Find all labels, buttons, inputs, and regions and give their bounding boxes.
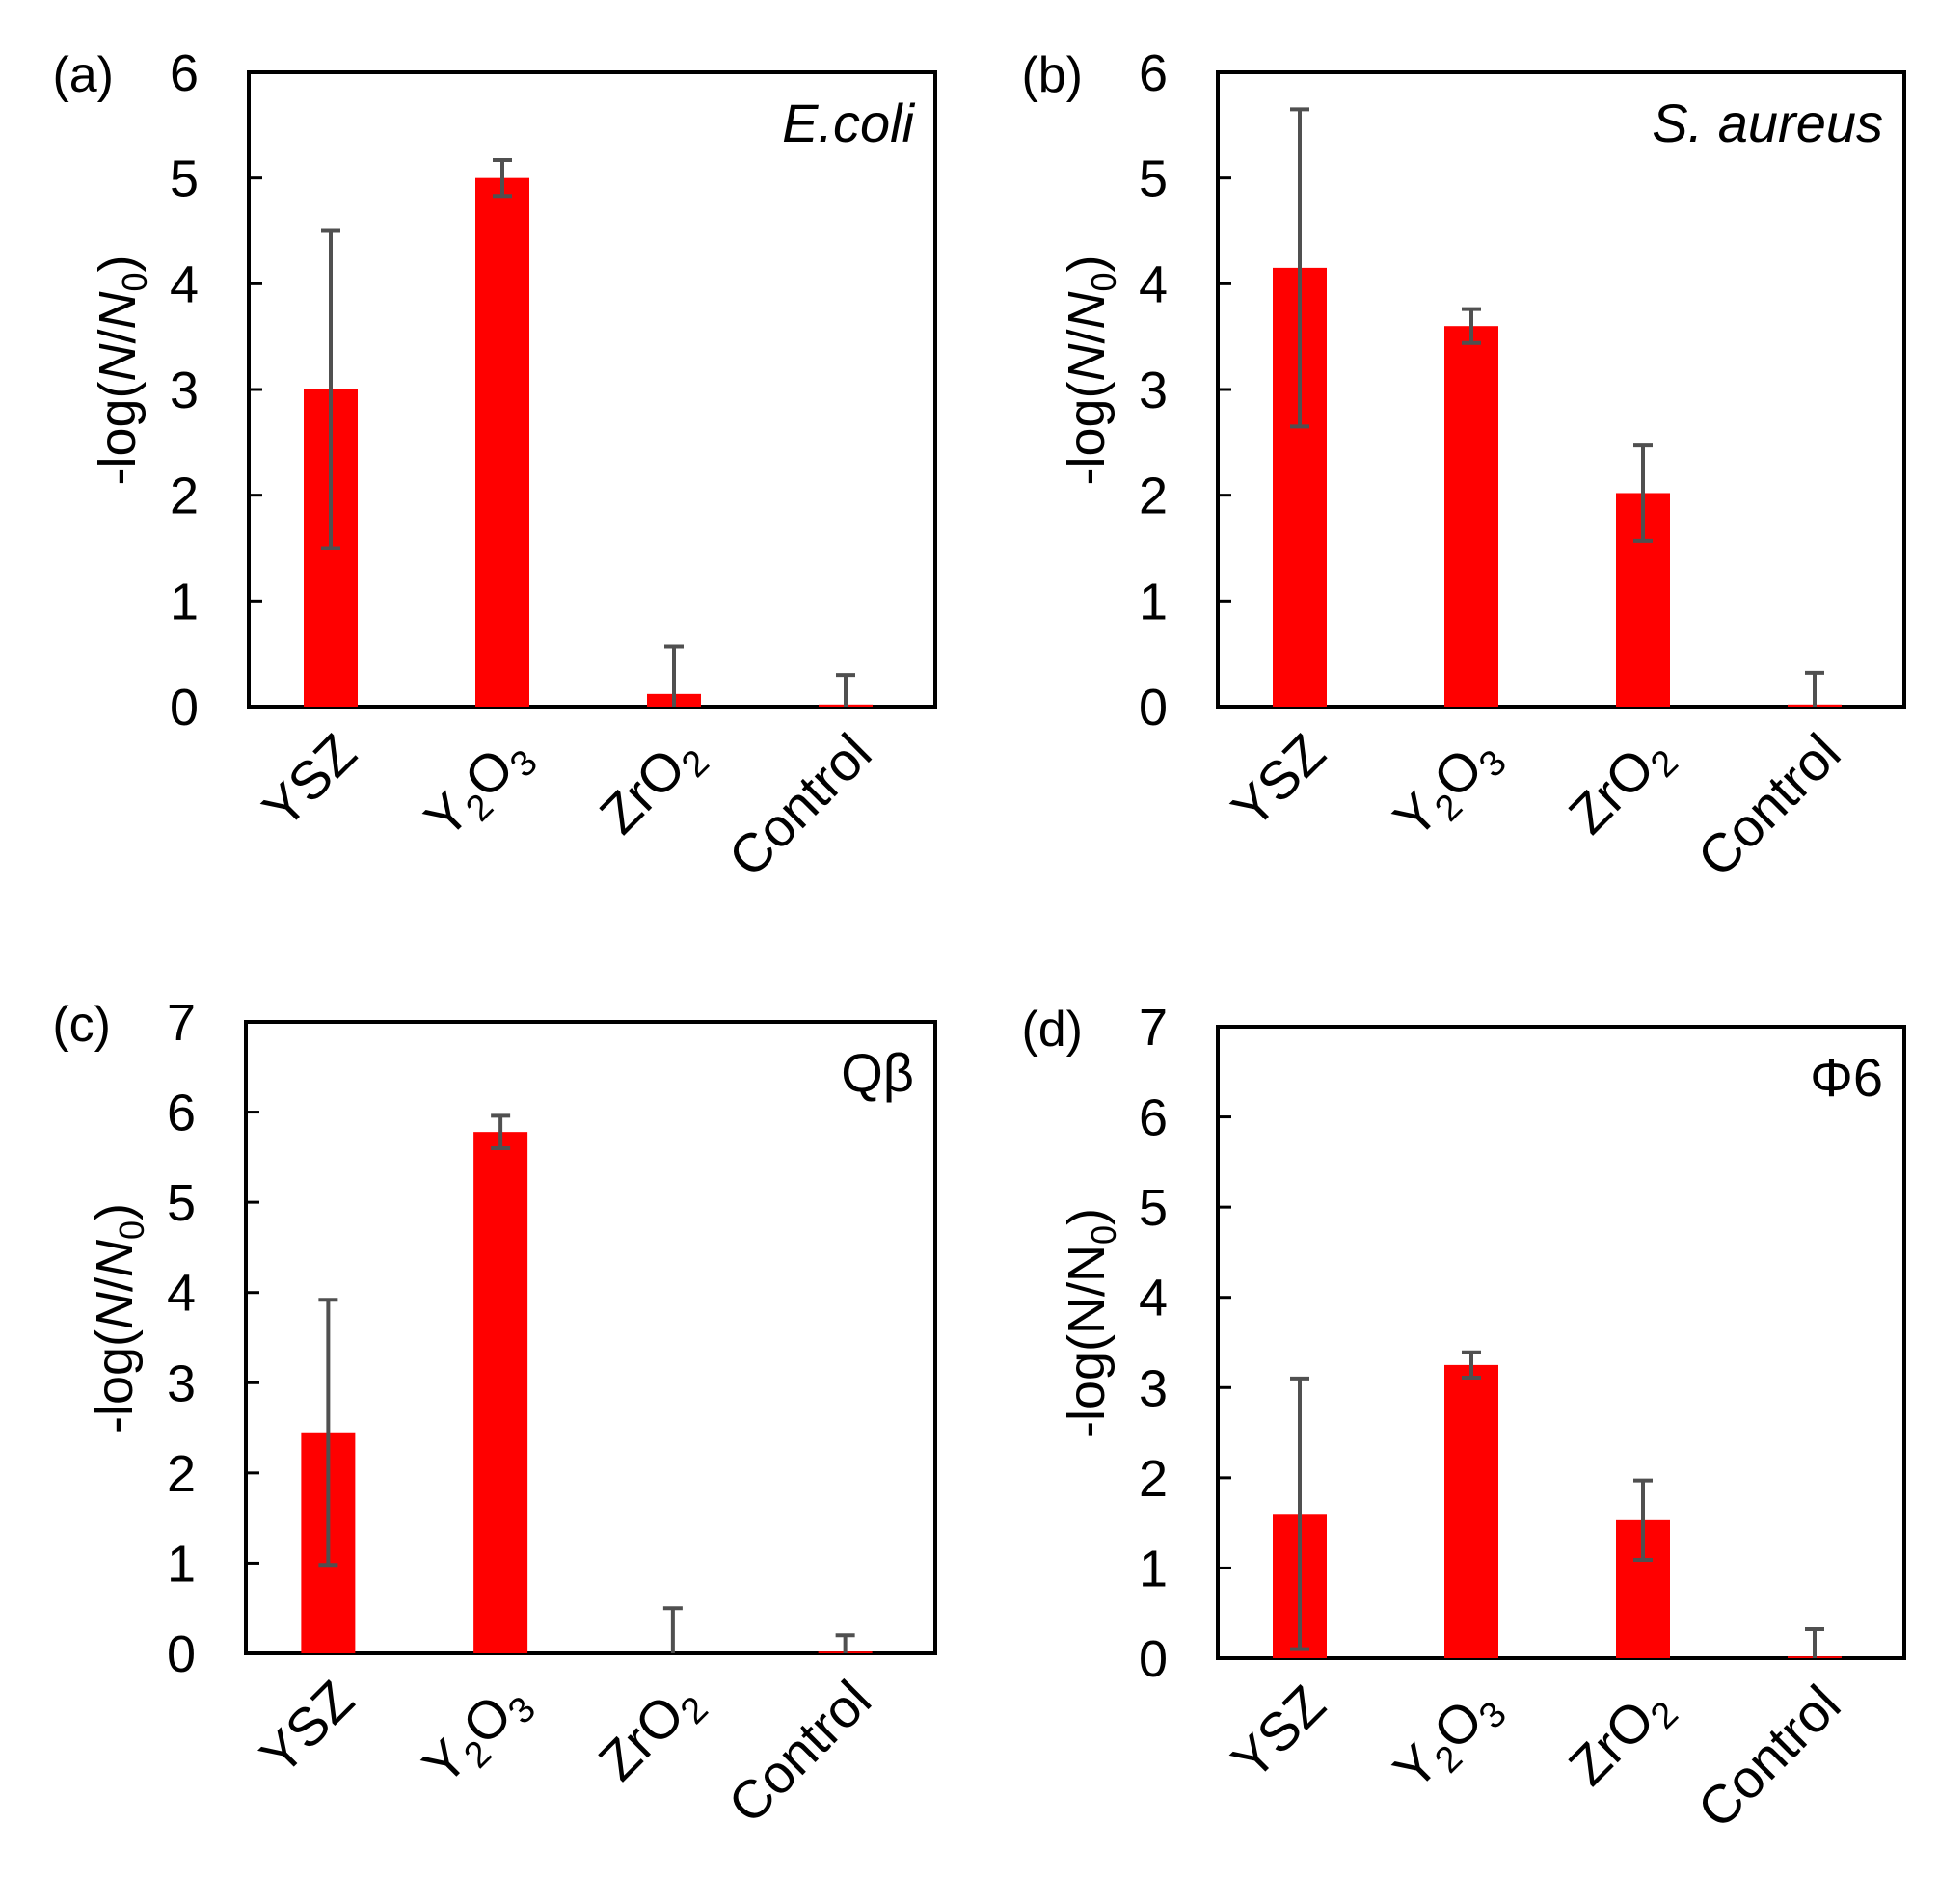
x-tick-label: ZrO2 (588, 722, 717, 851)
y-tick-label: 3 (1139, 1359, 1168, 1417)
y-axis-label: -log(N/N0) (89, 255, 154, 485)
y-tick-label: 2 (170, 468, 199, 525)
y-tick-label: 0 (1139, 1630, 1168, 1688)
y-tick-label: 4 (1139, 1270, 1168, 1327)
y-tick-label: 6 (1139, 1089, 1168, 1147)
x-tick-label: YSZ (248, 1669, 365, 1786)
bar-y (1444, 326, 1498, 707)
bar-y (1444, 1364, 1498, 1658)
y-tick-label: 5 (1139, 150, 1168, 208)
y-tick-label: 7 (1139, 999, 1168, 1057)
y-tick-label: 5 (170, 150, 199, 208)
y-tick-label: 4 (1139, 255, 1168, 313)
y-tick-label: 6 (167, 1085, 196, 1142)
y-tick-label: 4 (167, 1265, 196, 1323)
y-tick-label: 6 (170, 44, 199, 102)
x-tick-label: ZrO2 (587, 1669, 716, 1798)
panel-label: (d) (1021, 1002, 1083, 1058)
bar-y (475, 177, 529, 707)
y-tick-label: 3 (167, 1354, 196, 1412)
y-tick-label: 2 (1139, 468, 1168, 525)
x-tick-label: Y2O3 (1382, 722, 1515, 855)
y-tick-label: 1 (167, 1535, 196, 1593)
x-tick-label: Control (716, 1669, 882, 1835)
panel-c: 0 1 2 3 4 5 6 7 (c) -log(N/N0) Qβ YSZ Y2O3 ZrO2 Contro… (52, 994, 937, 1835)
panel-b: 0 1 2 3 4 5 6 (b) -log(N/N0) S. aureus YSZ Y2O3 ZrO2… (1021, 44, 1906, 888)
bar-y (473, 1132, 528, 1653)
y-tick-label: 1 (1139, 573, 1168, 630)
x-tick-label: Y2O3 (1382, 1674, 1515, 1807)
y-tick-label: 3 (170, 362, 199, 419)
y-tick-label: 1 (1139, 1540, 1168, 1597)
x-tick-label: Control (716, 722, 882, 888)
y-tick-label: 5 (167, 1174, 196, 1232)
x-tick-label: YSZ (251, 722, 368, 840)
y-tick-label: 0 (167, 1625, 196, 1683)
x-tick-label: Control (1685, 722, 1851, 888)
chart-title: S. aureus (1652, 93, 1883, 153)
panel-a: 0 1 2 3 4 5 6 (a) -log(N/N0) E.coli YSZ Y2O3 ZrO2 Con… (52, 44, 937, 888)
y-tick-label: 2 (1139, 1450, 1168, 1508)
y-axis-label: -log(N/N0) (1058, 1208, 1123, 1438)
chart-title: Qβ (841, 1042, 914, 1103)
plot-frame (1216, 1025, 1906, 1660)
y-tick-label: 2 (167, 1445, 196, 1503)
x-tick-label: ZrO2 (1557, 1674, 1686, 1803)
y-tick-label: 0 (170, 679, 199, 737)
x-tick-label: Control (1685, 1674, 1851, 1839)
panel-label: (c) (52, 997, 111, 1053)
y-tick-label: 5 (1139, 1179, 1168, 1237)
y-tick-label: 1 (170, 573, 199, 630)
y-axis-label: -log(N/N0) (86, 1203, 151, 1434)
y-tick-label: 6 (1139, 44, 1168, 102)
panel-label: (b) (1021, 47, 1083, 103)
y-tick-label: 4 (170, 255, 199, 313)
chart-title: E.coli (782, 93, 915, 153)
chart-title: Φ6 (1810, 1047, 1883, 1108)
panel-label: (a) (52, 47, 114, 103)
y-tick-label: 0 (1139, 679, 1168, 737)
plot-frame (244, 1020, 937, 1655)
x-tick-label: YSZ (1220, 1674, 1337, 1791)
x-tick-label: YSZ (1220, 722, 1337, 840)
y-tick-label: 7 (167, 994, 196, 1052)
x-tick-label: Y2O3 (411, 1669, 544, 1802)
x-tick-label: Y2O3 (413, 722, 546, 855)
x-tick-label: ZrO2 (1557, 722, 1686, 851)
y-axis-label: -log(N/N0) (1058, 255, 1123, 485)
y-tick-label: 3 (1139, 362, 1168, 419)
panel-d: 0 1 2 3 4 5 6 7 (d) -log(N/N0) Φ6 YSZ Y2O3 ZrO2 Contro… (1021, 999, 1906, 1839)
